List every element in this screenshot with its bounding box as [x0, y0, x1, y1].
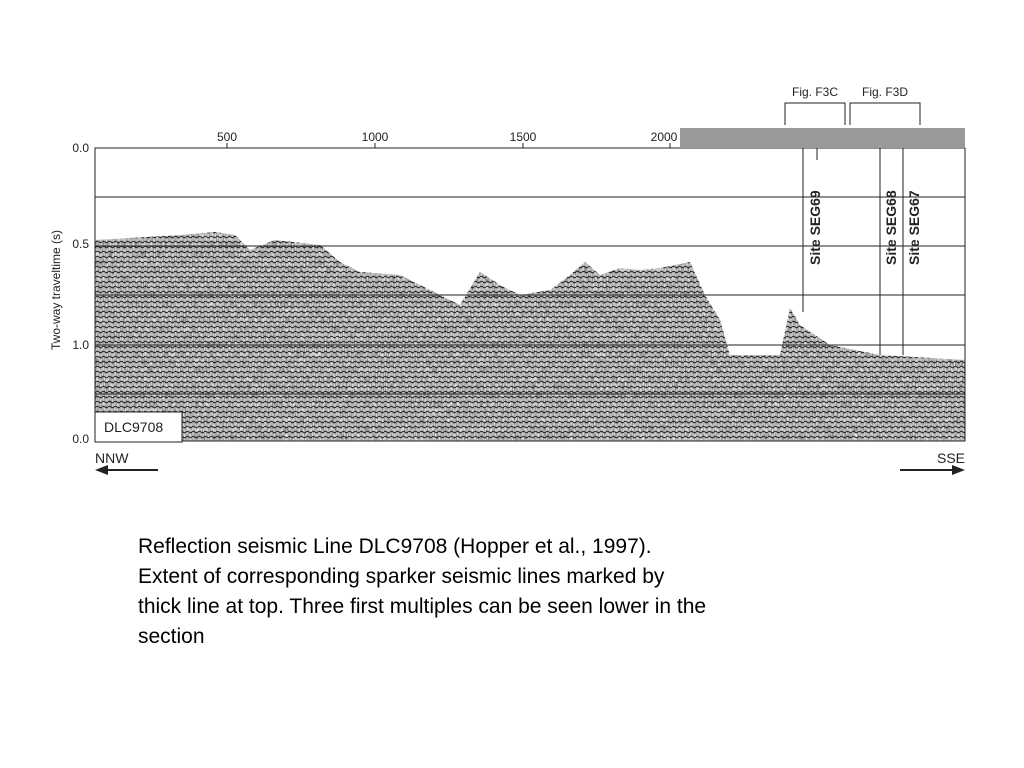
x-tick-label: 500	[217, 130, 237, 144]
direction-label: SSE	[937, 450, 965, 466]
site-label: Site SEG68	[883, 190, 899, 265]
site-label: Site SEG69	[807, 190, 823, 265]
caption-line: Reflection seismic Line DLC9708 (Hopper …	[138, 535, 652, 558]
y-tick-label: 0.0	[72, 141, 89, 155]
x-tick-label: 1000	[362, 130, 389, 144]
y-axis-label: Two-way traveltime (s)	[49, 230, 63, 350]
x-tick-label: 2000	[651, 130, 678, 144]
line-label: DLC9708	[104, 419, 163, 435]
direction-arrow	[95, 465, 158, 475]
marker-label: Fig. F3C	[792, 85, 838, 99]
direction-arrow	[900, 465, 965, 475]
caption-line: thick line at top. Three first multiples…	[138, 595, 706, 618]
site-label: Site SEG67	[906, 190, 922, 265]
x-tick-label: 1500	[510, 130, 537, 144]
extent-bar	[680, 128, 965, 148]
y-tick-label: 1.0	[72, 338, 89, 352]
y-tick-label: 0.5	[72, 237, 89, 251]
marker-label: Fig. F3D	[862, 85, 908, 99]
line-label-box	[94, 411, 183, 443]
caption-line: section	[138, 625, 205, 648]
seismic-section	[94, 102, 966, 442]
caption-line: Extent of corresponding sparker seismic …	[138, 565, 665, 588]
direction-label: NNW	[95, 450, 129, 466]
y-tick-label: 0.0	[72, 432, 89, 446]
